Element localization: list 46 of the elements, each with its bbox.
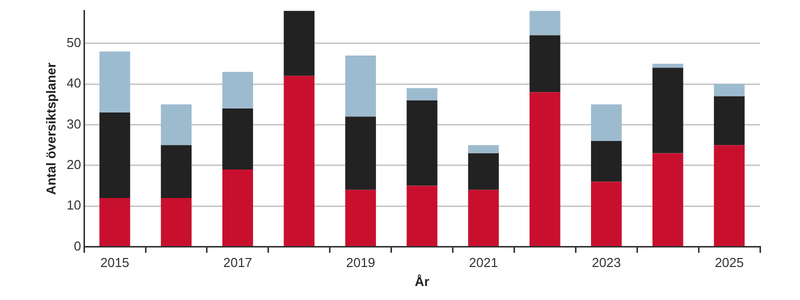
y-axis-title: Antal översiktsplaner [43,62,58,195]
bar [222,169,254,246]
x-axis-title: År [414,274,430,289]
y-tick-label: 30 [66,116,82,132]
bar [345,190,376,246]
bar [406,100,438,186]
bar [591,141,622,182]
bar [345,116,376,190]
bar [99,51,130,113]
bar [468,190,499,246]
y-tick-label: 10 [66,198,82,213]
bar [714,84,745,96]
x-tick-label: 2017 [223,255,252,270]
bar [468,153,499,190]
x-tick-label: 2019 [346,255,376,270]
bar [468,145,499,154]
bar [222,72,254,108]
bar [652,68,684,154]
bar [591,182,622,246]
bar [652,153,684,246]
bar [160,198,192,246]
bar [406,88,438,100]
bar [160,145,192,198]
bar [714,145,745,246]
bar [99,112,130,198]
bar [530,92,560,246]
bar [160,104,192,146]
bar [345,56,376,117]
bar [284,10,314,76]
bar [222,108,254,170]
x-tick-label: 2023 [592,255,621,270]
bar [99,198,130,246]
bar [530,10,560,36]
bar [284,76,314,246]
bar [406,186,438,246]
bar [652,64,684,68]
x-tick-label: 2015 [100,255,130,270]
y-tick-label: 0 [74,238,82,254]
bar [714,96,745,146]
y-tick-label: 50 [66,34,82,50]
x-tick-label: 2021 [469,255,498,270]
y-tick-label: 40 [66,76,82,91]
bar [530,35,560,92]
bar [591,104,622,142]
y-tick-label: 20 [66,157,82,172]
x-tick-label: 2025 [714,255,744,270]
